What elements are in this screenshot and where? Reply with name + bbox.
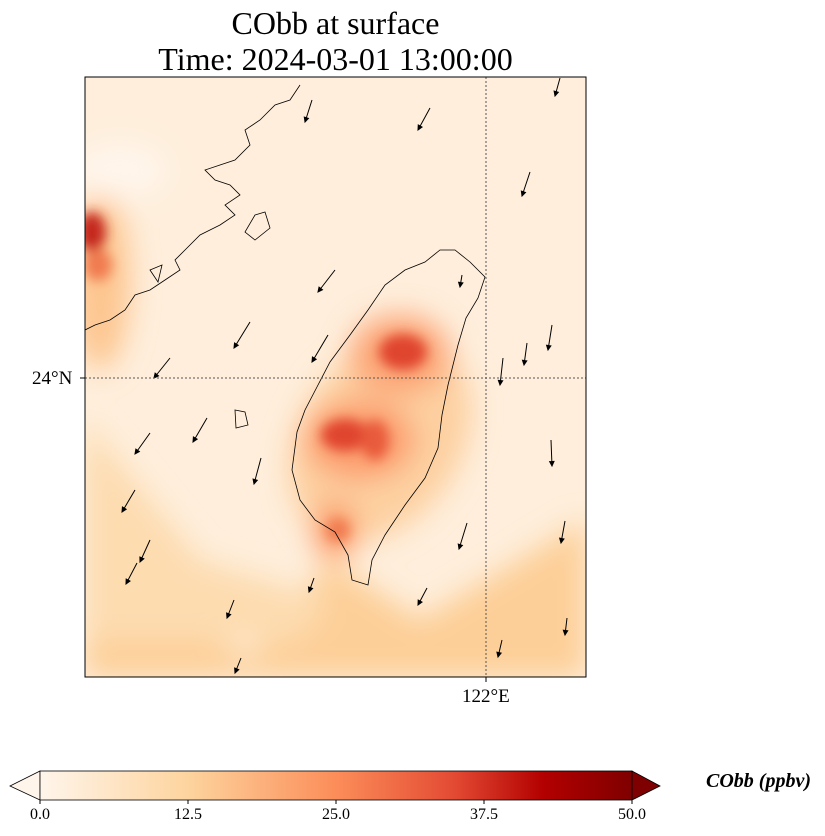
wind-arrow — [457, 522, 468, 551]
china-coastline — [85, 84, 301, 429]
wind-arrow — [417, 107, 431, 132]
wind-arrow — [562, 617, 569, 637]
wind-arrow — [153, 357, 171, 379]
concentration-field — [85, 77, 586, 677]
wind-arrow — [457, 274, 464, 289]
wind-arrow — [134, 432, 151, 455]
wind-arrow — [520, 171, 531, 198]
wind-arrow — [121, 489, 136, 513]
wind-arrow — [497, 357, 504, 387]
lon-label: 122°E — [462, 686, 510, 707]
wind-arrow — [311, 334, 329, 363]
wind-arrow — [548, 439, 555, 468]
wind-arrow — [521, 342, 528, 367]
plot-time: Time: 2024-03-01 13:00:00 — [158, 41, 513, 77]
taiwan-coastline — [291, 249, 486, 586]
lat-label: 24°N — [32, 368, 73, 389]
colorbar-tick: 37.5 — [470, 806, 498, 823]
colorbar-tick: 50.0 — [618, 806, 646, 823]
wind-arrow — [317, 269, 336, 293]
wind-arrow — [234, 657, 242, 675]
wind-arrow — [303, 99, 313, 124]
wind-arrow — [545, 324, 553, 352]
wind-arrow — [233, 321, 251, 349]
wind-arrow — [226, 599, 235, 620]
wind-arrow — [139, 539, 151, 564]
wind-arrow — [307, 577, 315, 594]
wind-arrow — [192, 417, 208, 443]
colorbar-tick: 25.0 — [322, 806, 350, 823]
wind-arrow — [553, 77, 561, 98]
wind-vectors — [121, 77, 569, 675]
wind-arrow — [125, 562, 138, 586]
colorbar-tick: 12.5 — [174, 806, 202, 823]
map-frame — [84, 76, 587, 678]
map — [80, 76, 587, 682]
wind-arrow — [558, 520, 566, 545]
wind-arrow — [496, 639, 503, 659]
plot-title: CObb at surface — [231, 5, 440, 41]
colorbar — [9, 770, 661, 804]
colorbar-tick: 0.0 — [30, 806, 50, 823]
colorbar-label: CObb (ppbv) — [706, 770, 811, 792]
wind-arrow — [417, 587, 428, 607]
wind-arrow — [252, 457, 262, 486]
